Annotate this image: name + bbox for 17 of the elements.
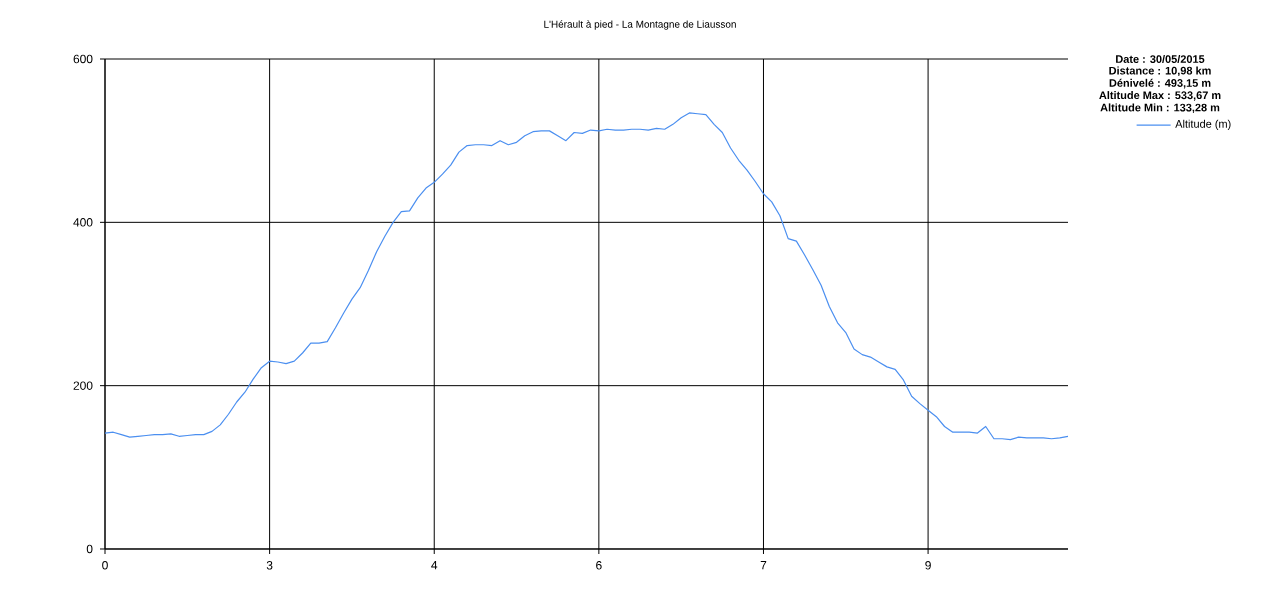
text: Altitude Min : 133,28 m bbox=[1100, 103, 1220, 113]
x-tick-label: 7 bbox=[760, 561, 767, 570]
x-tick-label: 0 bbox=[102, 561, 108, 570]
y-tick-label: 200 bbox=[73, 381, 93, 390]
x-tick-label: 6 bbox=[596, 561, 602, 570]
text: Distance : 10,98 km bbox=[1109, 66, 1211, 77]
x-tick-label: 9 bbox=[925, 561, 931, 570]
legend-label: Altitude (m) bbox=[1175, 119, 1231, 130]
chart-title: L'Hérault à pied - La Montagne de Liausson bbox=[544, 20, 736, 30]
y-tick-label: 400 bbox=[73, 218, 93, 227]
text: Dénivelé : 493,15 m bbox=[1109, 78, 1211, 89]
x-tick-label: 3 bbox=[266, 561, 273, 570]
text: Date : 30/05/2015 bbox=[1116, 54, 1205, 64]
y-tick-label: 600 bbox=[73, 54, 93, 64]
y-tick-label: 0 bbox=[86, 544, 93, 554]
text: Altitude Max : 533,67 m bbox=[1099, 91, 1221, 101]
x-tick-label: 4 bbox=[431, 561, 438, 570]
